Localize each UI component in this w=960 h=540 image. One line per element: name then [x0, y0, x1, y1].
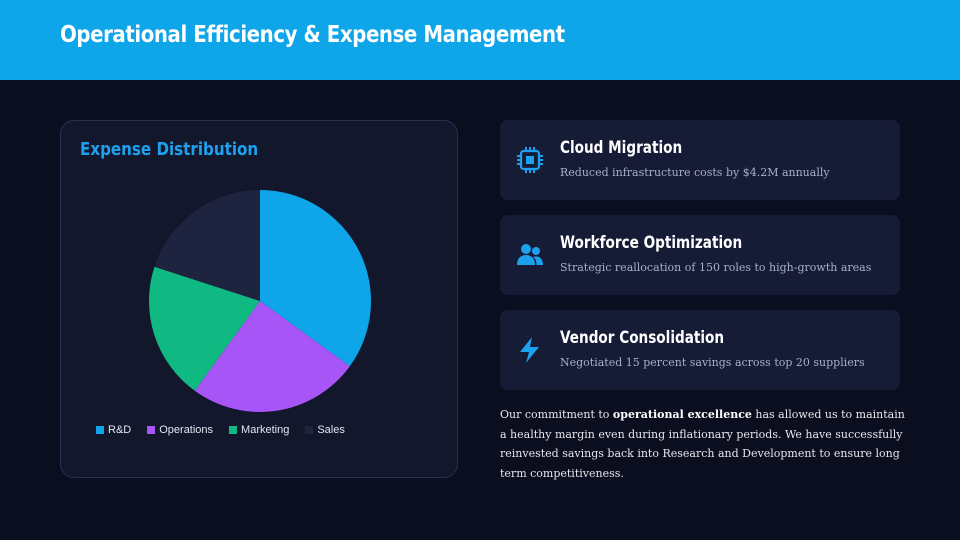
summary-emphasis: operational excellence — [612, 408, 752, 421]
pie-slice-operations — [194, 301, 350, 412]
users-icon — [517, 244, 543, 265]
pie-slice-sales — [154, 190, 260, 301]
pie-chart — [149, 190, 371, 412]
legend-item: Operations — [147, 424, 213, 436]
summary-text-end: has allowed us to maintain a healthy mar… — [500, 408, 905, 480]
highlight-card-cloud-migration: Cloud Migration Reduced infrastructure c… — [500, 120, 900, 200]
legend-label: Marketing — [241, 424, 290, 436]
chart-legend: R&D Operations Marketing Sales — [96, 424, 361, 436]
legend-item: Marketing — [229, 424, 289, 436]
legend-label: Operations — [159, 424, 214, 436]
summary-paragraph: Our commitment to operational excellence… — [500, 405, 910, 483]
lightning-bolt-icon — [520, 337, 539, 363]
chart-title: Expense Distribution — [80, 139, 259, 160]
highlight-title: Workforce Optimization — [560, 233, 743, 253]
highlight-card-workforce-optimization: Workforce Optimization Strategic realloc… — [500, 215, 900, 295]
legend-label: Sales — [317, 424, 345, 436]
pie-slice-r-d — [260, 190, 371, 367]
summary-text-start: Our commitment to — [500, 408, 613, 421]
expense-chart-card: Expense Distribution R&D Operations Market… — [60, 120, 458, 478]
legend-label: R&D — [108, 424, 132, 436]
legend-swatch — [147, 426, 156, 434]
highlight-description: Strategic reallocation of 150 roles to h… — [560, 261, 872, 274]
legend-swatch — [96, 426, 104, 434]
highlight-title: Vendor Consolidation — [560, 328, 725, 348]
pie-slice-marketing — [149, 266, 260, 391]
highlight-title: Cloud Migration — [560, 138, 683, 158]
legend-swatch — [229, 426, 238, 434]
legend-item: R&D — [96, 424, 131, 436]
legend-swatch — [305, 426, 314, 434]
highlight-description: Negotiated 15 percent savings across top… — [560, 356, 865, 369]
header-bar: Operational Efficiency & Expense Managem… — [0, 0, 960, 80]
cpu-chip-icon — [517, 147, 543, 173]
highlight-card-vendor-consolidation: Vendor Consolidation Negotiated 15 perce… — [500, 310, 900, 390]
page-title: Operational Efficiency & Expense Managem… — [60, 22, 565, 48]
highlight-description: Reduced infrastructure costs by $4.2M an… — [560, 166, 830, 179]
legend-item: Sales — [305, 424, 345, 436]
